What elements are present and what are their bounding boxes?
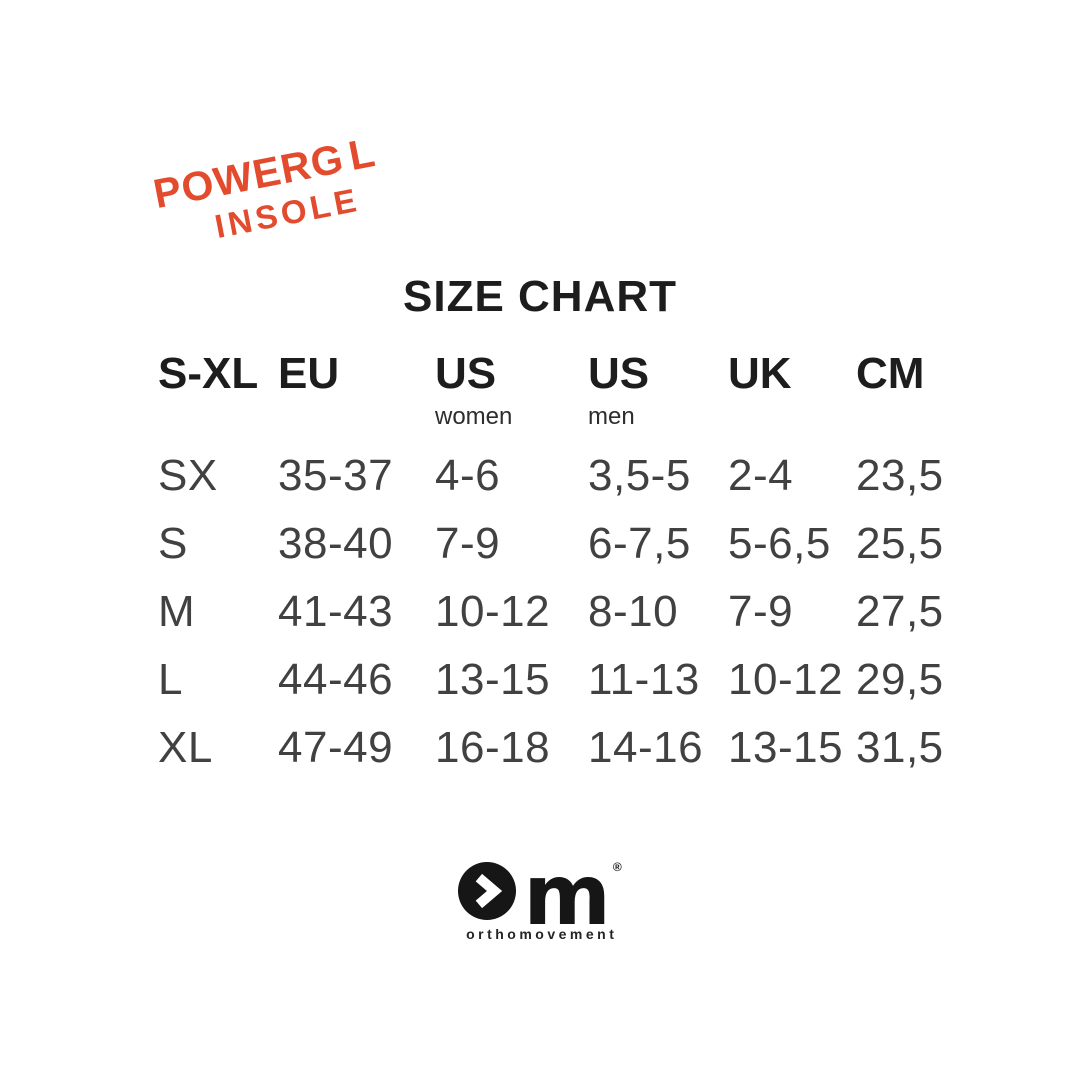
column-header-sizes: S-XL — [158, 349, 259, 398]
us-women-value: 13-15 — [435, 655, 551, 704]
eu-value: 41-43 — [278, 587, 394, 636]
uk-value: 13-15 — [728, 723, 844, 772]
subheader-empty — [158, 398, 278, 404]
cm-value: 25,5 — [856, 519, 944, 568]
us-women-value: 7-9 — [435, 519, 501, 568]
brand-l-text: L — [344, 128, 380, 180]
eu-value: 44-46 — [278, 655, 394, 704]
subheader-men: men — [588, 403, 635, 430]
column-header-us-women: US — [435, 349, 497, 398]
cm-value: 31,5 — [856, 723, 944, 772]
subheader-empty — [278, 398, 435, 404]
table-row-xl: XL 47-49 16-18 14-16 13-15 31,5 — [158, 714, 958, 782]
us-men-value: 6-7,5 — [588, 519, 691, 568]
uk-value: 2-4 — [728, 451, 794, 500]
us-men-value: 8-10 — [588, 587, 679, 636]
orthomovement-logo: m ® orthomovement — [0, 853, 1080, 942]
column-header-eu: EU — [278, 349, 340, 398]
powergel-insole-logo: POWERG L INSOLE — [150, 129, 379, 257]
us-men-value: 3,5-5 — [588, 451, 691, 500]
size-label: XL — [158, 723, 213, 772]
uk-value: 5-6,5 — [728, 519, 831, 568]
page-title: SIZE CHART — [403, 272, 677, 321]
subheader-women: women — [435, 403, 513, 430]
eu-value: 47-49 — [278, 723, 394, 772]
cm-value: 27,5 — [856, 587, 944, 636]
table-body: SX 35-37 4-6 3,5-5 2-4 23,5 S 38-40 7-9 … — [158, 442, 958, 782]
us-women-value: 4-6 — [435, 451, 501, 500]
us-men-value: 14-16 — [588, 723, 704, 772]
subheader-empty — [728, 398, 856, 404]
size-label: M — [158, 587, 196, 636]
column-header-us-men: US — [588, 349, 650, 398]
cm-value: 23,5 — [856, 451, 944, 500]
us-women-value: 16-18 — [435, 723, 551, 772]
table-header-row: S-XL EU US US UK CM — [158, 350, 958, 398]
om-logo-mark: m ® — [458, 853, 622, 937]
table-row-sx: SX 35-37 4-6 3,5-5 2-4 23,5 — [158, 442, 958, 510]
registered-trademark-icon: ® — [612, 860, 622, 874]
size-label: L — [158, 655, 183, 704]
table-row-l: L 44-46 13-15 11-13 10-12 29,5 — [158, 646, 958, 714]
uk-value: 10-12 — [728, 655, 844, 704]
column-header-uk: UK — [728, 349, 792, 398]
cm-value: 29,5 — [856, 655, 944, 704]
us-men-value: 11-13 — [588, 655, 700, 704]
size-table: S-XL EU US US UK CM women men SX 35-37 4… — [158, 350, 958, 782]
us-women-value: 10-12 — [435, 587, 551, 636]
orthomovement-wordmark: orthomovement — [466, 926, 618, 942]
size-label: SX — [158, 451, 218, 500]
column-header-cm: CM — [856, 349, 925, 398]
table-subheader-row: women men — [158, 398, 958, 438]
om-m-letter: m — [523, 846, 611, 944]
size-label: S — [158, 519, 188, 568]
eu-value: 38-40 — [278, 519, 394, 568]
eu-value: 35-37 — [278, 451, 394, 500]
subheader-empty — [856, 398, 956, 404]
chevron-right-circle-icon — [458, 862, 517, 920]
uk-value: 7-9 — [728, 587, 794, 636]
table-row-m: M 41-43 10-12 8-10 7-9 27,5 — [158, 578, 958, 646]
table-row-s: S 38-40 7-9 6-7,5 5-6,5 25,5 — [158, 510, 958, 578]
